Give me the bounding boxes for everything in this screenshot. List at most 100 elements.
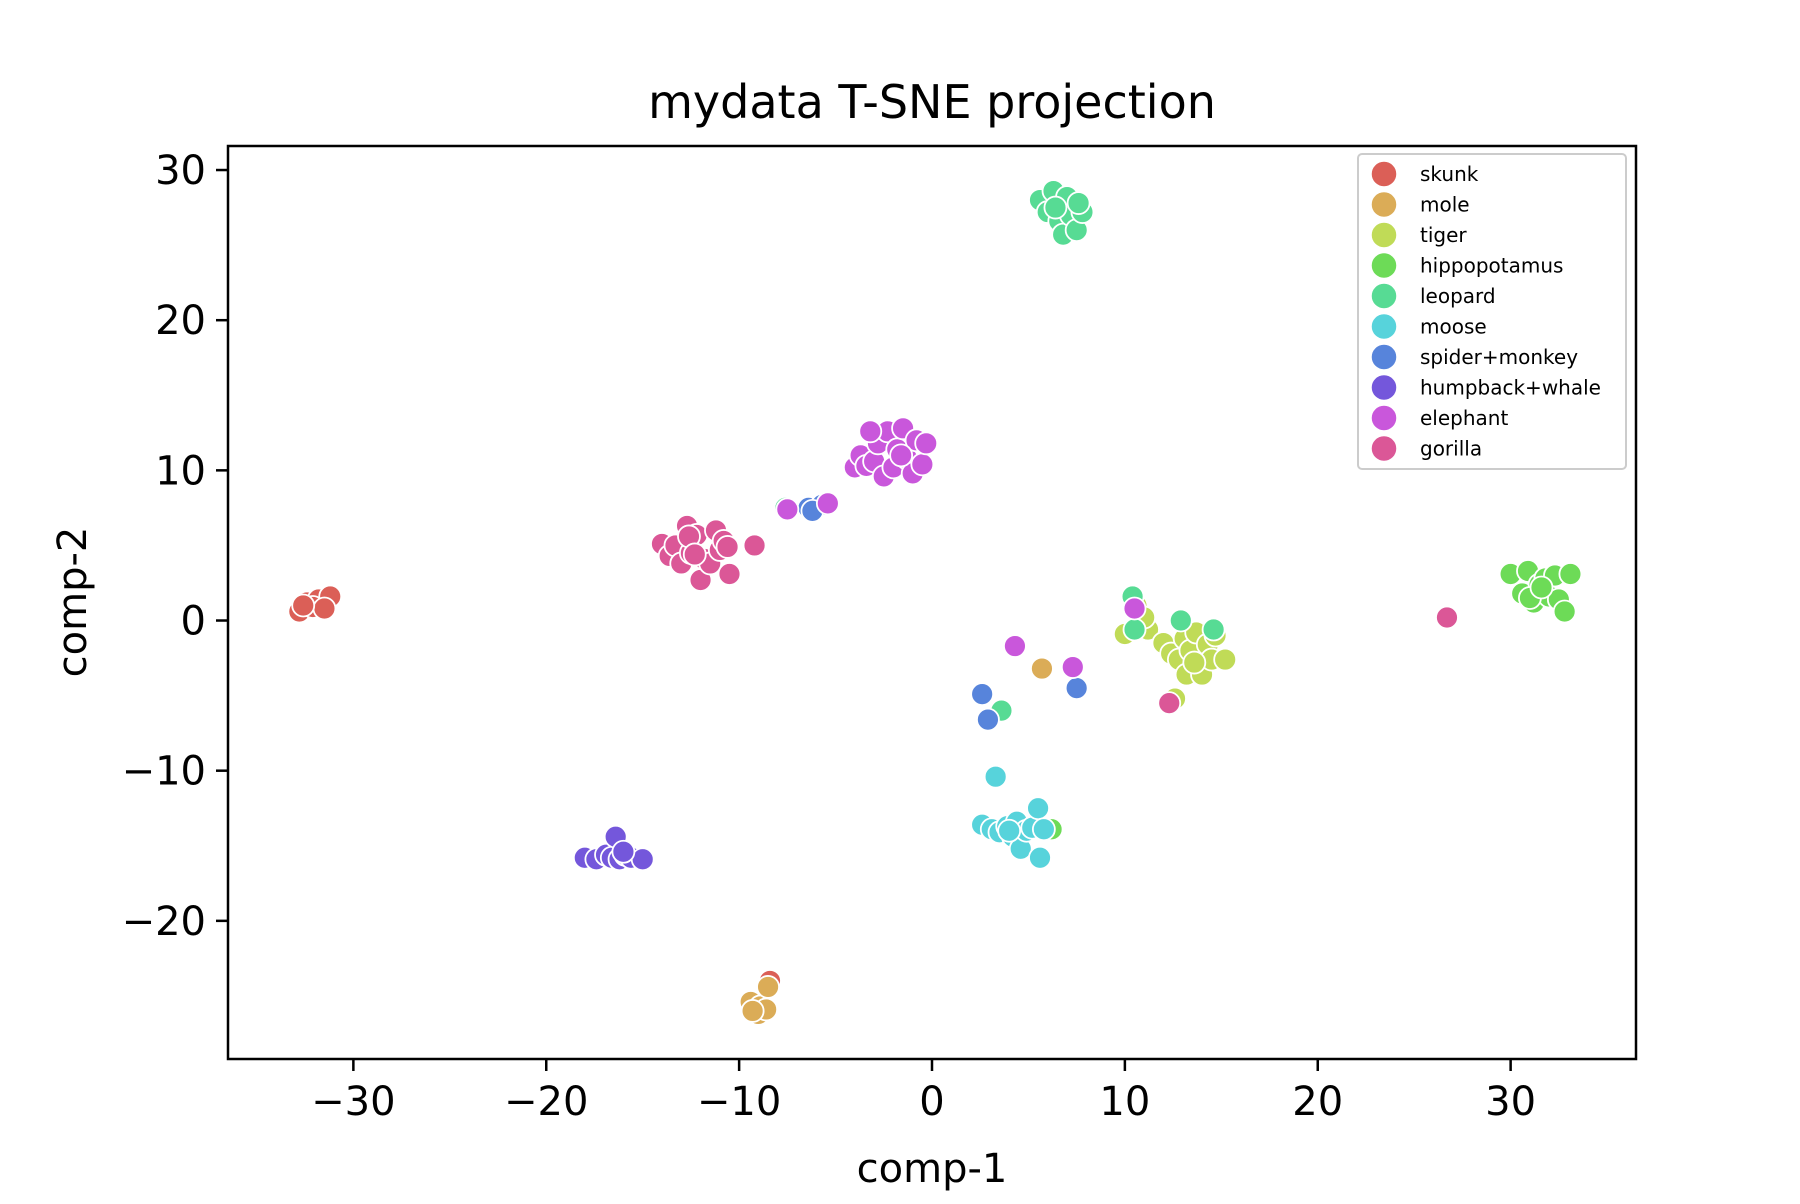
- y-axis-label: comp-2: [50, 527, 96, 678]
- scatter-point: [1552, 599, 1577, 624]
- series-elephant: [775, 416, 1147, 679]
- y-tick-label: −20: [122, 899, 206, 945]
- legend-marker: [1370, 160, 1398, 188]
- series-hippopotamus: [1039, 559, 1583, 842]
- scatter-point: [1122, 617, 1147, 642]
- scatter-point: [1558, 562, 1583, 586]
- scatter-point: [1201, 617, 1226, 642]
- legend-item: gorilla: [1370, 434, 1482, 463]
- legend-item: moose: [1370, 312, 1487, 341]
- legend-marker: [1370, 343, 1398, 371]
- legend-item: spider+monkey: [1370, 343, 1578, 371]
- scatter-point: [291, 593, 316, 618]
- legend-label: elephant: [1420, 406, 1508, 430]
- scatter-point: [1182, 650, 1207, 675]
- scatter-point: [983, 764, 1008, 789]
- legend-label: leopard: [1420, 284, 1496, 308]
- y-tick-label: 0: [181, 599, 206, 645]
- scatter-point: [1122, 596, 1147, 621]
- scatter-points: [287, 179, 1583, 1026]
- y-tick-label: −10: [122, 749, 206, 795]
- legend-marker: [1370, 434, 1398, 463]
- legend-item: hippopotamus: [1370, 251, 1563, 280]
- legend-label: tiger: [1420, 223, 1467, 247]
- legend-item: humpback+whale: [1370, 373, 1601, 402]
- x-tick-label: 10: [1099, 1079, 1150, 1125]
- scatter-point: [910, 452, 935, 477]
- legend-marker: [1370, 282, 1398, 310]
- y-tick-label: 30: [155, 148, 206, 194]
- legend-item: leopard: [1370, 282, 1496, 310]
- chart-title: mydata T-SNE projection: [648, 75, 1216, 129]
- scatter-point: [1066, 191, 1091, 215]
- legend-marker: [1370, 404, 1398, 432]
- y-tick-label: 20: [155, 298, 206, 344]
- scatter-point: [889, 443, 914, 468]
- series-mole: [738, 656, 1054, 1026]
- x-tick-label: 20: [1292, 1079, 1343, 1125]
- scatter-point: [1026, 796, 1050, 821]
- legend-item: elephant: [1370, 404, 1508, 432]
- scatter-point: [611, 839, 636, 864]
- x-axis-ticks: −30 −20 −10 0 10 20 30: [311, 1059, 1536, 1125]
- legend-item: mole: [1370, 190, 1470, 219]
- legend-box: [1357, 153, 1627, 470]
- scatter-point: [717, 562, 742, 586]
- scatter-point: [976, 707, 1000, 732]
- legend-label: mole: [1420, 193, 1470, 217]
- x-tick-label: 0: [919, 1079, 944, 1125]
- scatter-point: [1030, 656, 1054, 681]
- y-axis-ticks: −20 −10 0 10 20 30: [122, 148, 228, 945]
- series-moose: [970, 764, 1056, 870]
- legend-marker: [1370, 312, 1398, 341]
- series-gorilla: [650, 514, 1459, 716]
- legend-marker: [1370, 190, 1398, 219]
- scatter-point: [1213, 647, 1238, 672]
- scatter-point: [682, 542, 707, 567]
- scatter-point: [1043, 195, 1068, 220]
- scatter-point: [970, 682, 995, 707]
- legend: skunk mole tiger hippopotamus leopard moose sp…: [1357, 153, 1627, 470]
- series-humpback-whale: [572, 824, 655, 872]
- scatter-point: [756, 975, 780, 999]
- scatter-point: [715, 535, 740, 559]
- scatter-point: [1031, 817, 1056, 842]
- scatter-point: [1529, 575, 1554, 600]
- scatter-point: [997, 818, 1022, 843]
- scatter-point: [1157, 691, 1182, 716]
- legend-item: skunk: [1370, 160, 1479, 188]
- scatter-point: [740, 999, 765, 1023]
- scatter-point: [1028, 845, 1052, 870]
- scatter-point: [1060, 655, 1085, 679]
- x-tick-label: −30: [311, 1079, 395, 1125]
- scatter-point: [775, 497, 800, 522]
- legend-label: gorilla: [1420, 437, 1482, 461]
- scatter-point: [815, 491, 840, 516]
- legend-item: tiger: [1370, 221, 1467, 249]
- legend-marker: [1370, 251, 1398, 280]
- x-axis-label: comp-1: [857, 1146, 1008, 1192]
- scatter-point: [1168, 608, 1193, 633]
- series-skunk: [287, 584, 782, 993]
- x-tick-label: 30: [1485, 1079, 1536, 1125]
- y-tick-label: 10: [155, 448, 206, 494]
- x-tick-label: −20: [504, 1079, 588, 1125]
- legend-marker: [1370, 221, 1398, 249]
- series-leopard: [773, 179, 1226, 723]
- legend-label: hippopotamus: [1420, 254, 1563, 278]
- scatter-point: [312, 596, 337, 621]
- legend-label: humpback+whale: [1420, 376, 1601, 400]
- legend-marker: [1370, 373, 1398, 402]
- x-tick-label: −10: [697, 1079, 781, 1125]
- legend-label: moose: [1420, 315, 1487, 339]
- scatter-point: [1003, 634, 1027, 658]
- scatter-point: [1064, 676, 1089, 700]
- legend-label: skunk: [1420, 162, 1479, 186]
- scatter-point: [914, 431, 939, 456]
- legend-label: spider+monkey: [1420, 345, 1578, 369]
- scatter-point: [742, 533, 767, 558]
- scatter-point: [858, 419, 883, 444]
- scatter-point: [1435, 605, 1459, 630]
